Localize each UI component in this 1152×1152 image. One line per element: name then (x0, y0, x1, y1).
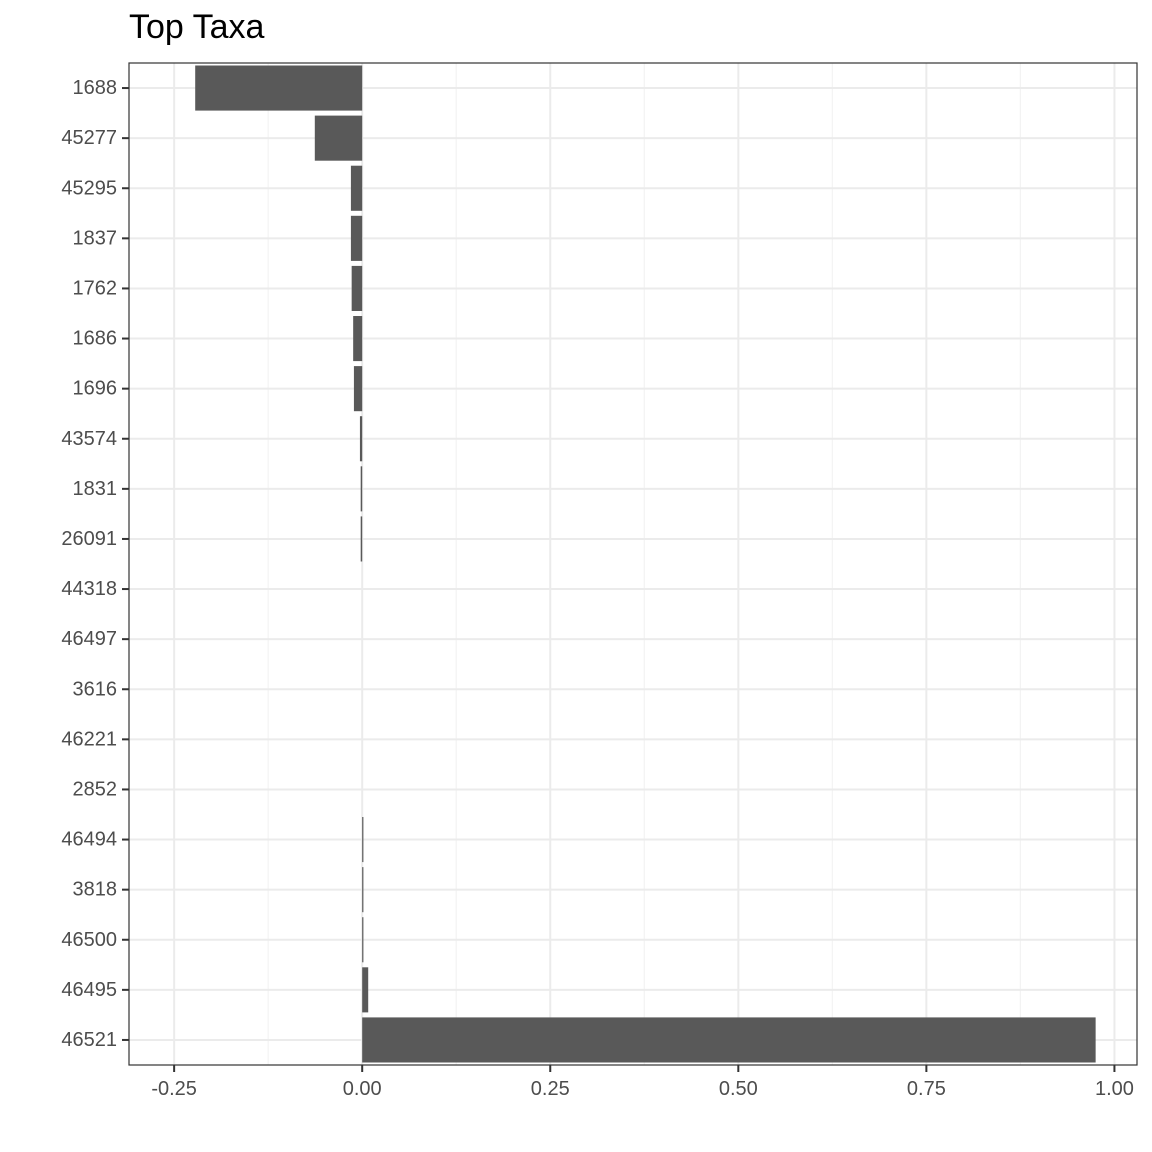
y-tick-label: 26091 (61, 528, 117, 550)
bar-3818 (362, 867, 364, 913)
y-tick-label: 3818 (73, 879, 118, 901)
bar-43574 (359, 416, 363, 462)
y-tick-label: 46495 (61, 979, 117, 1001)
x-axis: -0.25 0.00 0.25 0.50 0.75 1.00 (151, 1065, 1134, 1100)
x-tick-label: -0.25 (151, 1078, 197, 1100)
bar-46521 (362, 1017, 1096, 1063)
y-tick-label: 1831 (73, 478, 118, 500)
bar-46494 (362, 817, 364, 863)
y-tick-label: 45277 (61, 127, 117, 149)
x-tick-label: 0.00 (343, 1078, 382, 1100)
bar-1837 (350, 215, 363, 261)
bars-layer (195, 65, 1096, 1063)
bar-45277 (314, 115, 363, 161)
grid-layer (129, 63, 1137, 1065)
bar-26091 (360, 516, 363, 562)
y-tick-label: 46494 (61, 829, 117, 851)
y-tick-label: 43574 (61, 428, 117, 450)
y-tick-label: 44318 (61, 578, 117, 600)
y-tick-label: 46521 (61, 1029, 117, 1051)
y-tick-label: 1686 (73, 328, 118, 350)
bar-1688 (195, 65, 363, 111)
y-tick-label: 46221 (61, 728, 117, 750)
bar-46500 (362, 917, 364, 963)
chart-title: Top Taxa (129, 8, 265, 46)
bar-1831 (360, 466, 363, 512)
bar-1696 (353, 366, 363, 412)
x-tick-label: 0.75 (907, 1078, 946, 1100)
x-tick-label: 0.50 (719, 1078, 758, 1100)
y-tick-label: 3616 (73, 678, 118, 700)
y-tick-label: 2852 (73, 778, 118, 800)
y-axis: 1688 45277 45295 1837 1762 1686 1696 43574 1831 2… (61, 77, 129, 1051)
y-tick-label: 46497 (61, 628, 117, 650)
bar-1762 (351, 265, 363, 311)
bar-45295 (350, 165, 363, 211)
bar-46495 (362, 967, 369, 1013)
y-tick-label: 1688 (73, 77, 118, 99)
x-tick-label: 1.00 (1095, 1078, 1134, 1100)
y-tick-label: 1696 (73, 378, 118, 400)
y-tick-label: 45295 (61, 177, 117, 199)
x-tick-label: 0.25 (531, 1078, 570, 1100)
y-tick-label: 1837 (73, 227, 118, 249)
y-tick-label: 1762 (73, 277, 118, 299)
y-tick-label: 46500 (61, 929, 117, 951)
bar-1686 (353, 316, 363, 362)
panel-border (128, 62, 1138, 1066)
